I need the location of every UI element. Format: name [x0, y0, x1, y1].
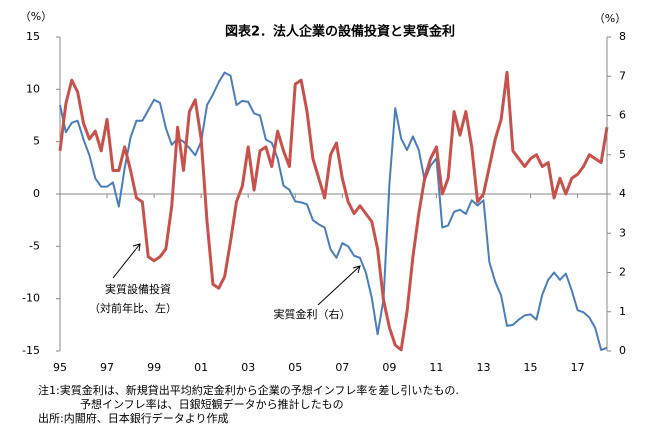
x-tick-label: 07 [335, 361, 349, 374]
annotation-arrow [112, 243, 141, 279]
y-tick-label: 15 [26, 30, 40, 43]
x-tick-label: 09 [382, 361, 396, 374]
note: 注1:実質金利は、新規貸出平均約定金利から企業の予想インフレ率を差し引いたもの. [38, 383, 459, 397]
x-tick-label: 15 [524, 361, 538, 374]
y-unit: （%） [20, 10, 52, 23]
y2-unit: （%） [594, 12, 626, 25]
note: 予想インフレ率は、日銀短観データから推計したもの [80, 397, 344, 411]
y-tick-label: 0 [33, 187, 40, 200]
y2-tick-label: 8 [619, 30, 626, 43]
y-tick-label: -15 [22, 344, 40, 357]
y-tick-label: 5 [33, 135, 40, 148]
y-tick-label: -5 [29, 239, 40, 252]
y2-tick-label: 2 [619, 266, 626, 279]
y2-tick-label: 1 [619, 305, 626, 318]
series-label: 実質設備投資 [105, 282, 171, 296]
series-line [59, 71, 608, 351]
y2-tick-label: 5 [619, 148, 626, 161]
x-tick-label: 97 [100, 361, 114, 374]
y2-tick-label: 6 [619, 109, 626, 122]
arrow-head [352, 265, 361, 274]
arrow-head [132, 243, 141, 252]
x-tick-label: 03 [241, 361, 255, 374]
x-tick-label: 01 [194, 361, 208, 374]
x-tick-label: 95 [53, 361, 67, 374]
y2-tick-label: 3 [619, 226, 626, 239]
chart-title: 図表2．法人企業の設備投資と実質金利 [225, 24, 455, 40]
y2-tick-label: 0 [619, 344, 626, 357]
annotation: （対前年比、左） [89, 301, 177, 315]
series-label: 実質金利（右） [274, 307, 351, 321]
annotation-arrow [317, 265, 361, 306]
x-tick-label: 11 [429, 361, 443, 374]
x-tick-label: 05 [288, 361, 302, 374]
note: 出所:内閣府、日本銀行データより作成 [38, 411, 229, 425]
x-tick-label: 17 [571, 361, 585, 374]
y-tick-label: -10 [22, 292, 40, 305]
y-tick-label: 10 [26, 82, 40, 95]
x-tick-label: 99 [147, 361, 161, 374]
x-tick-label: 13 [476, 361, 490, 374]
series-line [58, 70, 609, 352]
y2-tick-label: 7 [619, 69, 626, 82]
y2-tick-label: 4 [619, 187, 626, 200]
